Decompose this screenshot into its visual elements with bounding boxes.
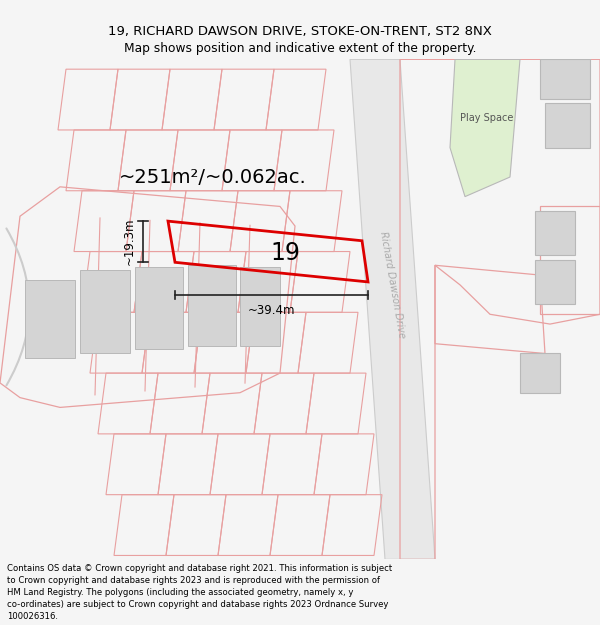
Polygon shape xyxy=(545,104,590,148)
Text: Contains OS data © Crown copyright and database right 2021. This information is : Contains OS data © Crown copyright and d… xyxy=(7,564,392,621)
Text: Play Space: Play Space xyxy=(460,113,514,123)
Polygon shape xyxy=(240,268,280,346)
Text: ~39.4m: ~39.4m xyxy=(248,304,295,317)
Polygon shape xyxy=(540,59,590,99)
Polygon shape xyxy=(535,211,575,256)
Text: ~251m²/~0.062ac.: ~251m²/~0.062ac. xyxy=(119,168,307,186)
Text: 19: 19 xyxy=(270,241,300,264)
Polygon shape xyxy=(520,354,560,392)
Text: Richard Dawson Drive: Richard Dawson Drive xyxy=(377,231,406,339)
Polygon shape xyxy=(535,261,575,304)
Text: ~19.3m: ~19.3m xyxy=(122,218,136,266)
Polygon shape xyxy=(450,59,520,197)
Text: 19, RICHARD DAWSON DRIVE, STOKE-ON-TRENT, ST2 8NX: 19, RICHARD DAWSON DRIVE, STOKE-ON-TRENT… xyxy=(108,25,492,38)
Polygon shape xyxy=(350,59,435,559)
Polygon shape xyxy=(188,265,236,346)
Polygon shape xyxy=(135,268,183,349)
Polygon shape xyxy=(25,280,75,358)
Text: Map shows position and indicative extent of the property.: Map shows position and indicative extent… xyxy=(124,42,476,55)
Polygon shape xyxy=(80,270,130,354)
FancyArrowPatch shape xyxy=(7,228,29,386)
